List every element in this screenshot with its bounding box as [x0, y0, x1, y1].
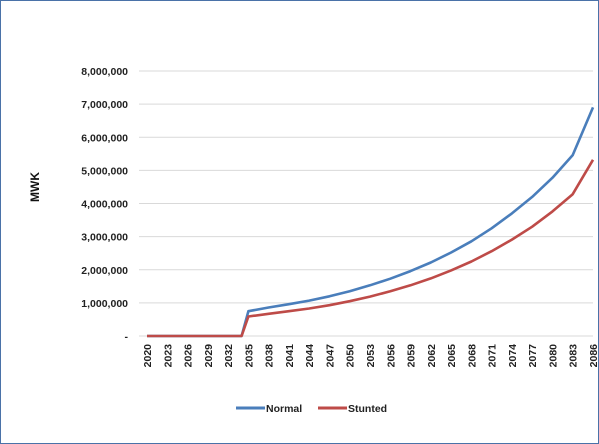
legend-label-normal: Normal	[266, 403, 302, 415]
x-tick-label: 2083	[568, 344, 580, 368]
x-tick-label: 2026	[183, 344, 195, 368]
y-tick-label: 7,000,000	[81, 99, 128, 111]
y-tick-label: 6,000,000	[81, 132, 128, 144]
x-tick-label: 2059	[406, 344, 418, 368]
x-tick-label: 2041	[284, 344, 296, 368]
y-tick-label: 1,000,000	[81, 298, 128, 310]
y-tick-label: 5,000,000	[81, 165, 128, 177]
x-tick-label: 2023	[162, 344, 174, 368]
x-tick-label: 2077	[527, 344, 539, 368]
x-tick-label: 2047	[324, 344, 336, 368]
x-tick-label: 2080	[547, 344, 559, 368]
y-tick-label: -	[125, 331, 129, 343]
y-axis-label: MWK	[28, 172, 42, 202]
x-tick-label: 2053	[365, 344, 377, 368]
x-tick-label: 2062	[426, 344, 438, 368]
series-line-stunted	[147, 159, 595, 338]
x-tick-label: 2032	[223, 344, 235, 368]
y-tick-label: 4,000,000	[81, 199, 128, 211]
x-tick-label: 2071	[487, 344, 499, 368]
legend-label-stunted: Stunted	[348, 403, 387, 415]
x-tick-label: 2038	[264, 344, 276, 368]
y-tick-label: 8,000,000	[81, 66, 128, 78]
x-tick-label: 2086	[588, 344, 598, 368]
x-tick-label: 2068	[466, 344, 478, 368]
x-tick-label: 2065	[446, 344, 458, 368]
x-tick-label: 2029	[203, 344, 215, 368]
series-line-normal	[147, 106, 595, 338]
x-tick-label: 2050	[345, 344, 357, 368]
x-tick-label: 2035	[243, 344, 255, 368]
x-tick-label: 2074	[507, 344, 519, 368]
y-tick-label: 3,000,000	[81, 232, 128, 244]
x-tick-label: 2056	[385, 344, 397, 368]
x-tick-label: 2020	[142, 344, 154, 368]
x-tick-label: 2044	[304, 344, 316, 368]
y-tick-label: 2,000,000	[81, 265, 128, 277]
